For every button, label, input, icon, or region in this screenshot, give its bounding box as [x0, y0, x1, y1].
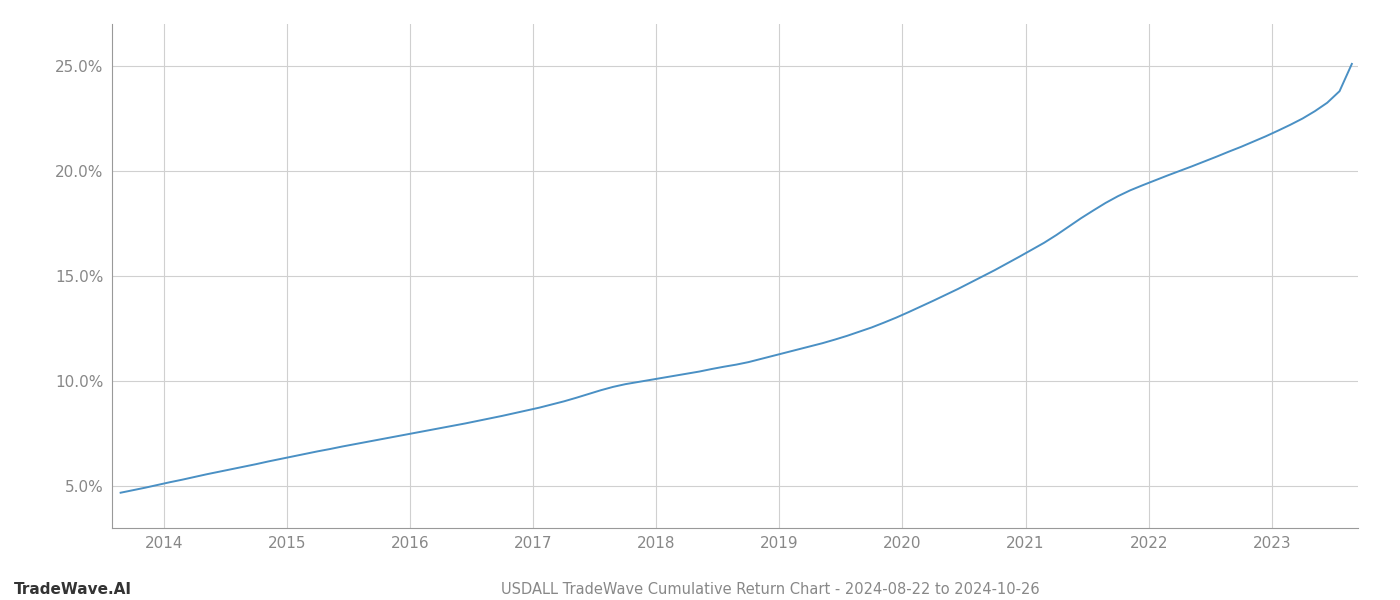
Text: TradeWave.AI: TradeWave.AI [14, 582, 132, 597]
Text: USDALL TradeWave Cumulative Return Chart - 2024-08-22 to 2024-10-26: USDALL TradeWave Cumulative Return Chart… [501, 582, 1039, 597]
